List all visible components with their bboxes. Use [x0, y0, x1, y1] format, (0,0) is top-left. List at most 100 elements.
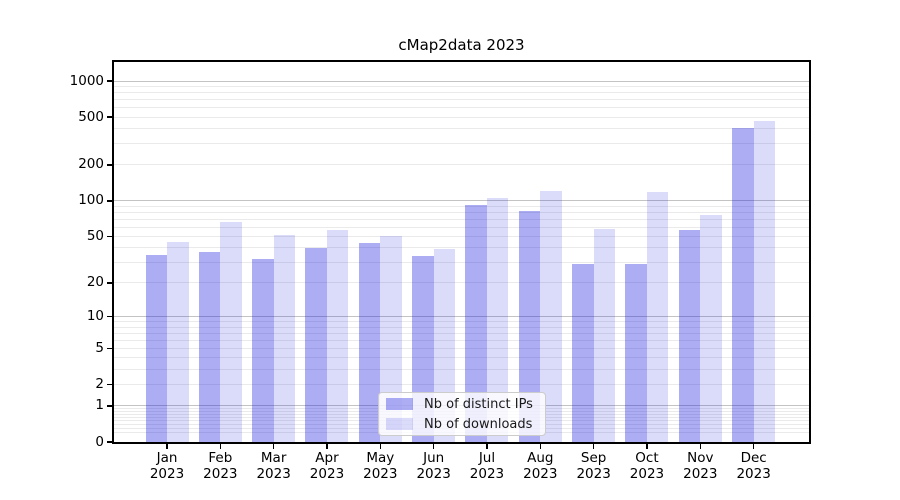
gridline-4	[114, 357, 809, 359]
x-tick-label-jan: Jan 2023	[149, 450, 185, 482]
y-tick-100	[107, 200, 112, 202]
y-tick-label-50: 50	[86, 228, 104, 245]
bar-distinct-ips-may	[358, 243, 381, 442]
bar-downloads-apr	[326, 229, 349, 442]
bar-distinct-ips-dec	[732, 127, 754, 442]
chart-title: cMap2data 2023	[398, 36, 525, 54]
x-tick-mar	[272, 444, 275, 449]
gridline-90	[114, 205, 809, 207]
y-tick-5	[107, 347, 112, 350]
bar-downloads-feb	[220, 222, 242, 442]
gridline-2	[114, 384, 809, 386]
gridline-70	[114, 218, 809, 220]
gridline-40	[114, 247, 809, 249]
gridline-3	[114, 369, 809, 371]
bar-distinct-ips-jan	[145, 254, 167, 442]
gridline-100	[114, 200, 809, 202]
bar-distinct-ips-mar	[252, 259, 274, 442]
x-tick-label-dec: Dec 2023	[736, 450, 771, 482]
bar-downloads-nov	[700, 215, 722, 442]
bar-downloads-oct	[646, 191, 669, 442]
gridline-30	[114, 262, 809, 264]
bar-downloads-jul	[486, 198, 509, 442]
bar-downloads-mar	[273, 234, 296, 442]
legend-entry-distinct-ips: Nb of distinct IPs	[386, 397, 537, 412]
bar-downloads-dec	[753, 121, 776, 442]
x-tick-label-apr: Apr 2023	[309, 450, 345, 482]
x-tick-label-nov: Nov 2023	[683, 450, 718, 482]
y-tick-200	[107, 164, 112, 166]
x-tick-apr	[326, 444, 328, 449]
gridline-400	[114, 128, 809, 130]
gridline-500	[114, 116, 809, 118]
gridline-900	[114, 85, 809, 87]
legend-swatch-distinct-ips	[386, 397, 413, 411]
gridline-10	[114, 316, 809, 318]
y-tick-0	[107, 441, 112, 443]
y-tick-label-1000: 1000	[69, 72, 104, 89]
y-tick-label-5: 5	[95, 339, 104, 356]
y-tick-label-2: 2	[95, 376, 104, 393]
y-tick-50	[107, 235, 112, 238]
x-tick-label-oct: Oct 2023	[629, 450, 665, 482]
y-tick-label-1: 1	[95, 397, 104, 414]
gridline-60	[114, 226, 809, 228]
y-tick-label-500: 500	[78, 108, 104, 125]
x-tick-label-jul: Jul 2023	[469, 450, 505, 482]
bar-distinct-ips-feb	[198, 251, 221, 442]
y-tick-label-20: 20	[86, 274, 104, 291]
legend-entry-downloads: Nb of downloads	[386, 417, 537, 432]
x-tick-feb	[219, 444, 222, 449]
gridline-20	[114, 282, 809, 284]
gridline-600	[114, 107, 809, 109]
x-tick-dec	[752, 444, 755, 449]
gridline-6	[114, 339, 809, 341]
gridline-300	[114, 143, 809, 145]
legend-swatch-downloads	[386, 417, 413, 431]
bar-distinct-ips-oct	[625, 264, 647, 442]
bar-distinct-ips-nov	[678, 229, 701, 442]
y-tick-1000	[107, 80, 112, 82]
gridline-7	[114, 332, 809, 334]
bar-distinct-ips-aug	[518, 211, 541, 442]
gridline-700	[114, 99, 809, 101]
y-tick-label-100: 100	[78, 192, 104, 209]
legend-label-distinct-ips: Nb of distinct IPs	[424, 396, 533, 412]
x-tick-oct	[646, 444, 648, 449]
bar-downloads-may	[380, 235, 402, 442]
y-tick-500	[107, 116, 112, 118]
x-tick-label-feb: Feb 2023	[203, 450, 238, 482]
x-tick-label-may: May 2023	[363, 450, 398, 482]
x-tick-jan	[166, 444, 168, 449]
gridline-80	[114, 211, 809, 213]
plot-area	[112, 60, 811, 444]
bar-downloads-sep	[593, 228, 616, 442]
x-tick-label-sep: Sep 2023	[576, 450, 611, 482]
y-tick-1	[107, 405, 112, 407]
x-tick-aug	[539, 444, 542, 449]
x-tick-label-mar: Mar 2023	[256, 450, 291, 482]
y-tick-10	[107, 315, 112, 318]
bar-distinct-ips-sep	[572, 264, 594, 442]
x-tick-jul	[486, 444, 488, 449]
bar-distinct-ips-jul	[465, 205, 487, 442]
x-tick-jun	[432, 444, 435, 449]
gridline-8	[114, 326, 809, 328]
bar-downloads-jan	[167, 241, 189, 442]
x-tick-nov	[699, 444, 702, 449]
x-tick-may	[379, 444, 382, 449]
legend: Nb of distinct IPs Nb of downloads	[378, 392, 546, 436]
y-tick-label-10: 10	[86, 308, 104, 325]
gridline-200	[114, 164, 809, 166]
bar-downloads-aug	[540, 191, 562, 442]
y-tick-label-200: 200	[78, 156, 104, 173]
y-tick-2	[107, 383, 112, 386]
gridline-9	[114, 321, 809, 323]
x-tick-label-aug: Aug 2023	[523, 450, 558, 482]
y-tick-20	[107, 282, 112, 284]
bar-distinct-ips-apr	[305, 248, 327, 442]
y-tick-label-0: 0	[95, 433, 104, 450]
legend-label-downloads: Nb of downloads	[424, 416, 533, 432]
x-tick-label-jun: Jun 2023	[416, 450, 451, 482]
